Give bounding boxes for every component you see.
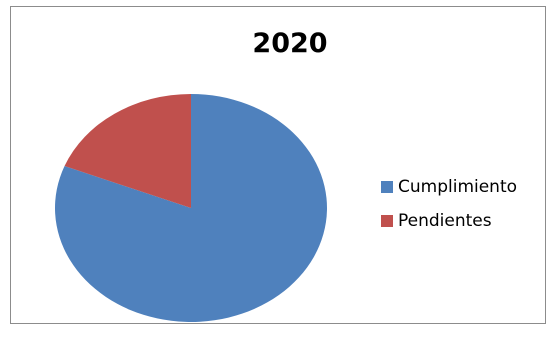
pie-slice-cumplimiento <box>54 94 327 322</box>
legend-label-pendientes: Pendientes <box>398 210 492 231</box>
legend-label-cumplimiento: Cumplimiento <box>398 176 518 197</box>
legend-item-cumplimiento: Cumplimiento <box>381 176 517 197</box>
legend-swatch-pendientes <box>381 214 393 227</box>
legend-swatch-cumplimiento <box>381 180 393 193</box>
pie-slice-pendientes <box>64 94 191 208</box>
chart-title: 2020 <box>252 28 328 59</box>
chart-legend: Cumplimiento Pendientes <box>381 176 517 244</box>
legend-item-pendientes: Pendientes <box>381 210 517 231</box>
